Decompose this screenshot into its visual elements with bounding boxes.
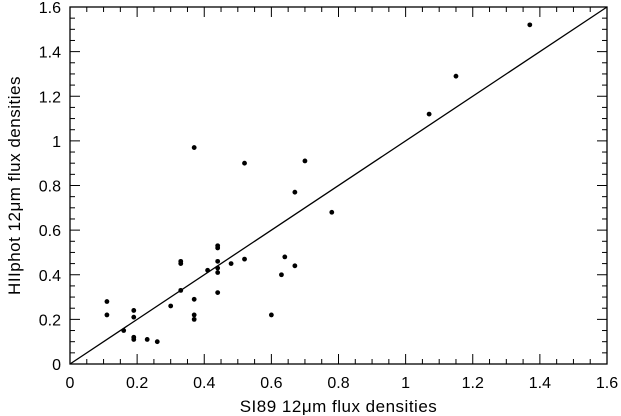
data-point bbox=[242, 256, 247, 262]
x-tick-label: 1 bbox=[401, 375, 410, 392]
data-point bbox=[205, 267, 211, 273]
x-tick-label: 0.6 bbox=[260, 375, 282, 392]
data-point bbox=[453, 73, 459, 79]
y-tick-label: 1.2 bbox=[39, 89, 61, 106]
y-axis-label: HIIphot 12μm flux densities bbox=[5, 76, 24, 295]
y-tick-label: 0.8 bbox=[39, 179, 61, 196]
data-point bbox=[215, 270, 221, 275]
data-point bbox=[527, 22, 533, 28]
data-point bbox=[279, 272, 284, 278]
data-point bbox=[154, 339, 160, 345]
data-point bbox=[215, 258, 221, 264]
data-point bbox=[302, 158, 308, 164]
data-point bbox=[242, 160, 247, 166]
data-point bbox=[191, 312, 197, 318]
data-point bbox=[292, 263, 298, 269]
x-tick-label: 0 bbox=[66, 375, 75, 392]
data-point bbox=[329, 209, 335, 215]
data-point bbox=[168, 303, 174, 309]
data-point bbox=[131, 314, 137, 320]
data-point bbox=[104, 312, 110, 318]
y-tick-label: 0 bbox=[52, 357, 61, 374]
data-point bbox=[191, 145, 197, 150]
x-tick-label: 1.4 bbox=[529, 375, 551, 392]
data-point bbox=[178, 261, 184, 266]
data-point bbox=[228, 261, 234, 266]
y-tick-label: 0.6 bbox=[39, 223, 61, 240]
data-point bbox=[121, 328, 127, 333]
data-point bbox=[104, 299, 110, 304]
x-axis-label: SI89 12μm flux densities bbox=[240, 397, 438, 416]
data-point bbox=[282, 254, 288, 260]
data-point bbox=[191, 316, 197, 322]
data-point bbox=[268, 312, 274, 318]
x-tick-label: 0.2 bbox=[126, 375, 148, 392]
x-tick-label: 0.8 bbox=[327, 375, 349, 392]
x-tick-label: 1.2 bbox=[462, 375, 484, 392]
data-point bbox=[178, 287, 184, 293]
y-tick-label: 0.4 bbox=[39, 268, 61, 285]
data-point bbox=[191, 296, 197, 302]
identity-line bbox=[69, 6, 608, 365]
x-tick-label: 1.6 bbox=[596, 375, 618, 392]
x-tick-label: 0.4 bbox=[193, 375, 215, 392]
data-point bbox=[131, 308, 137, 313]
data-point bbox=[426, 111, 432, 117]
y-tick-label: 1.6 bbox=[39, 0, 61, 17]
data-point bbox=[144, 337, 150, 342]
data-point bbox=[215, 265, 221, 271]
y-tick-label: 1.4 bbox=[39, 45, 61, 62]
data-point bbox=[292, 189, 298, 195]
y-tick-label: 1 bbox=[52, 134, 61, 151]
data-point bbox=[131, 337, 137, 342]
data-point bbox=[215, 290, 221, 295]
y-tick-label: 0.2 bbox=[39, 312, 61, 329]
data-point bbox=[215, 245, 221, 251]
